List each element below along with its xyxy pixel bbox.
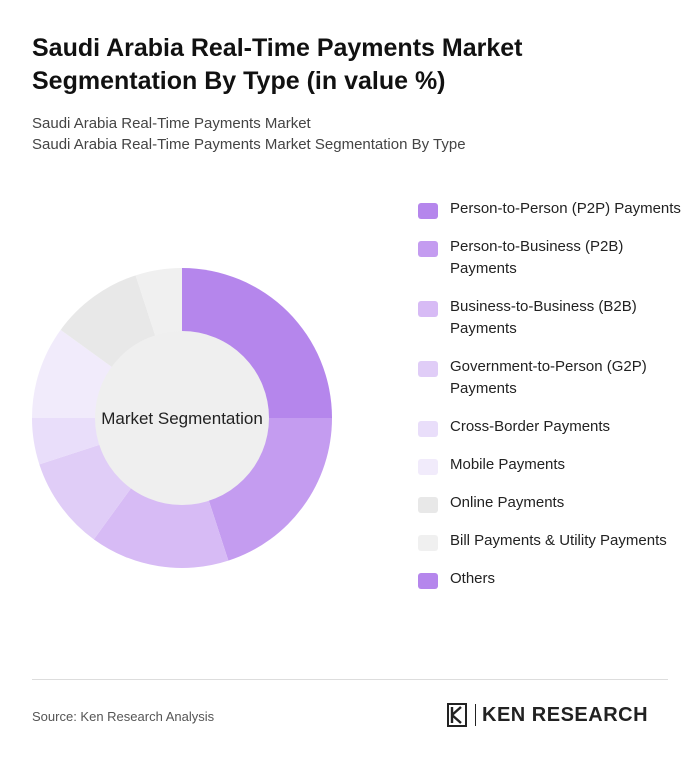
legend-label: Person-to-Business (P2B) Payments <box>450 238 624 277</box>
legend-swatch <box>418 361 438 377</box>
legend-label: Person-to-Person (P2P) Payments <box>450 200 681 217</box>
chart-title: Saudi Arabia Real-Time Payments Market S… <box>32 34 523 95</box>
source-note: Source: Ken Research Analysis <box>32 709 215 724</box>
legend-label: Bill Payments & Utility Payments <box>450 532 667 549</box>
legend-swatch <box>418 535 438 551</box>
legend-item: Others <box>418 568 688 590</box>
legend-label: Cross-Border Payments <box>450 418 611 435</box>
legend-item: Mobile Payments <box>418 454 688 476</box>
legend-swatch <box>418 497 438 513</box>
ken-research-logo: KEN RESEARCH <box>447 703 648 727</box>
donut-chart-svg: Market Segmentation <box>32 268 332 568</box>
legend-label: Business-to-Business (B2B) Payments <box>450 298 637 337</box>
center-label: Market Segmentation <box>101 409 263 428</box>
subtitle-line-2: Saudi Arabia Real-Time Payments Market S… <box>32 136 466 153</box>
legend-swatch <box>418 573 438 589</box>
legend-item: Person-to-Person (P2P) Payments <box>418 198 688 220</box>
logo-text: KEN RESEARCH <box>482 703 649 726</box>
legend-item: Bill Payments & Utility Payments <box>418 530 688 552</box>
legend-label: Mobile Payments <box>450 456 566 473</box>
footer-divider <box>32 679 668 680</box>
legend-swatch <box>418 241 438 257</box>
legend-label: Government-to-Person (G2P) Payments <box>450 358 647 397</box>
legend-label: Online Payments <box>450 494 565 511</box>
legend-item: Person-to-Business (P2B) Payments <box>418 236 688 280</box>
logo-separator <box>475 704 476 726</box>
legend-swatch <box>418 459 438 475</box>
legend-item: Business-to-Business (B2B) Payments <box>418 296 688 340</box>
ken-logo-icon <box>447 703 467 727</box>
legend-item: Government-to-Person (G2P) Payments <box>418 356 688 400</box>
legend-swatch <box>418 301 438 317</box>
subtitle-line-1: Saudi Arabia Real-Time Payments Market <box>32 115 311 132</box>
legend: Person-to-Person (P2P) Payments Person-to… <box>418 198 688 606</box>
donut-chart: Market Segmentation <box>0 240 370 600</box>
chart-subtitle: Saudi Arabia Real-Time Payments Market S… <box>32 113 466 155</box>
legend-item: Online Payments <box>418 492 688 514</box>
legend-swatch <box>418 203 438 219</box>
legend-label: Others <box>450 570 496 587</box>
legend-swatch <box>418 421 438 437</box>
legend-item: Cross-Border Payments <box>418 416 688 438</box>
donut-center <box>95 331 269 505</box>
